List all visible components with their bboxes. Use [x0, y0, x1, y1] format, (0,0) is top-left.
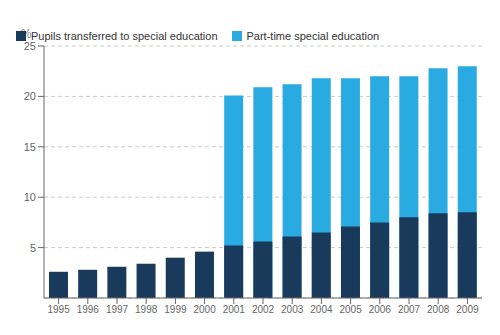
svg-text:2005: 2005 — [339, 304, 362, 315]
html-text:Pupils transferred to special: Pupils transferred to special education — [31, 30, 218, 42]
svg-text:15: 15 — [24, 141, 36, 153]
svg-text:2006: 2006 — [369, 304, 392, 315]
svg-text:2008: 2008 — [427, 304, 450, 315]
svg-text:%: % — [21, 27, 32, 41]
svg-text:1995: 1995 — [47, 304, 70, 315]
svg-text:2001: 2001 — [223, 304, 246, 315]
svg-text:2002: 2002 — [252, 304, 275, 315]
svg-text:25: 25 — [24, 40, 36, 52]
svg-text:20: 20 — [24, 90, 36, 102]
html-text:Part-time special education: Part-time special education — [246, 30, 380, 42]
svg-text:2004: 2004 — [310, 304, 333, 315]
svg-text:2009: 2009 — [456, 304, 479, 315]
svg-text:1998: 1998 — [135, 304, 158, 315]
svg-text:2003: 2003 — [281, 304, 304, 315]
svg-text:2000: 2000 — [193, 304, 216, 315]
svg-text:5: 5 — [30, 242, 36, 254]
svg-text:2007: 2007 — [398, 304, 421, 315]
svg-text:1999: 1999 — [164, 304, 187, 315]
svg-text:1997: 1997 — [106, 304, 129, 315]
svg-text:10: 10 — [24, 191, 36, 203]
svg-text:1996: 1996 — [77, 304, 100, 315]
